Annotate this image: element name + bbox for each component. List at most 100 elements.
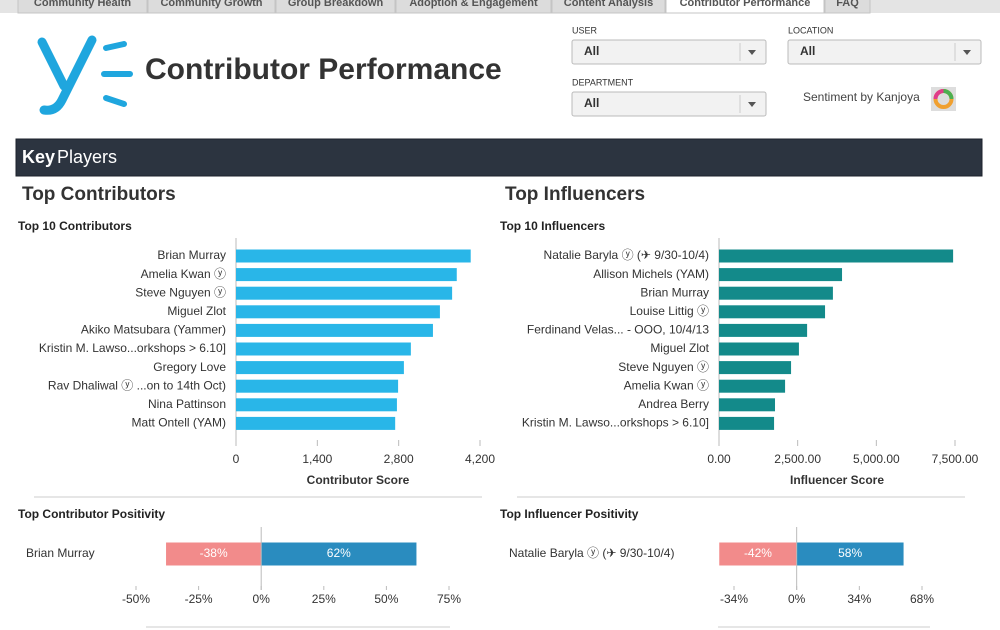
- y-tick-label: Amelia Kwan ⓨ: [141, 267, 226, 281]
- bar: [719, 342, 799, 356]
- bar-segment: [796, 542, 904, 566]
- dropdown-value[interactable]: All: [584, 44, 599, 58]
- tab[interactable]: [147, 0, 276, 14]
- bar: [236, 323, 433, 337]
- bar: [719, 416, 775, 430]
- x-tick-label: 4,200: [465, 452, 495, 466]
- x-tick-label: -34%: [720, 592, 748, 606]
- tab[interactable]: [824, 0, 871, 14]
- y-tick-label: Gregory Love: [153, 360, 226, 374]
- tab-label[interactable]: Contributor Performance: [680, 0, 811, 9]
- dropdown-value[interactable]: All: [800, 44, 815, 58]
- panel-heading: Top Contributors: [22, 184, 176, 205]
- x-tick-label: 68%: [910, 592, 934, 606]
- dropdown[interactable]: [571, 39, 767, 65]
- tab[interactable]: [275, 0, 396, 14]
- filter-label: DEPARTMENT: [572, 77, 634, 87]
- bar: [236, 398, 397, 412]
- dropdown-arrow: [748, 50, 756, 55]
- tab-label[interactable]: Adoption & Engagement: [409, 0, 538, 9]
- sentiment-credit: Sentiment by Kanjoya: [803, 90, 920, 104]
- tab-label[interactable]: Group Breakdown: [288, 0, 384, 9]
- y-tick-label: Akiko Matsubara (Yammer): [81, 323, 226, 337]
- section-title: Key Players: [22, 147, 117, 167]
- chart-title: Top 10 Influencers: [500, 219, 605, 233]
- y-tick-label: Andrea Berry: [638, 397, 709, 411]
- bar-segment: [719, 542, 797, 566]
- bar: [236, 249, 471, 263]
- dropdown-value[interactable]: All: [584, 96, 599, 110]
- tab-label[interactable]: Community Growth: [160, 0, 262, 9]
- x-tick-label: 34%: [847, 592, 871, 606]
- x-tick-label: 0%: [788, 592, 806, 606]
- tab[interactable]: [551, 0, 666, 14]
- y-tick-label: Rav Dhaliwal ⓨ ...on to 14th Oct): [48, 378, 226, 392]
- bar: [236, 305, 440, 319]
- y-tick-label: Brian Murray: [157, 248, 226, 262]
- x-tick-label: 0: [233, 452, 240, 466]
- sentiment-icon: [931, 87, 956, 111]
- y-tick-label: Brian Murray: [640, 285, 709, 299]
- bar: [236, 342, 411, 356]
- bar: [719, 398, 776, 412]
- chart-title: Top Contributor Positivity: [18, 507, 165, 521]
- section-rest: Players: [57, 147, 117, 167]
- bar: [236, 361, 404, 375]
- value-label: -42%: [744, 546, 772, 560]
- bar-segment: [261, 542, 417, 566]
- tab-label[interactable]: Community Health: [34, 0, 131, 9]
- value-label: 62%: [327, 546, 351, 560]
- y-tick-label: Nina Pattinson: [148, 397, 226, 411]
- x-tick-label: 2,500.00: [774, 452, 821, 466]
- x-tick-label: 7,500.00: [932, 452, 979, 466]
- dropdown-arrow: [963, 50, 971, 55]
- page-title: Contributor Performance: [145, 53, 502, 86]
- y-tick-label: Steve Nguyen ⓨ: [618, 360, 709, 374]
- dropdown[interactable]: [787, 39, 982, 65]
- bar: [236, 268, 457, 282]
- panel-heading: Top Influencers: [505, 184, 645, 205]
- x-tick-label: 75%: [437, 592, 461, 606]
- x-tick-label: 0.00: [707, 452, 731, 466]
- x-tick-label: 2,800: [384, 452, 414, 466]
- tab[interactable]: [665, 0, 825, 14]
- bar: [719, 286, 833, 300]
- y-tick-label: Natalie Baryla ⓨ (✈ 9/30-10/4): [509, 546, 674, 560]
- y-tick-label: Allison Michels (YAM): [593, 267, 709, 281]
- y-tick-label: Louise Littig ⓨ: [630, 304, 709, 318]
- chart-title: Top Influencer Positivity: [500, 507, 639, 521]
- tab-label[interactable]: Content Analysis: [564, 0, 653, 9]
- y-tick-label: Amelia Kwan ⓨ: [624, 378, 709, 392]
- section-bold: Key: [22, 147, 55, 167]
- section-band: [15, 138, 983, 177]
- x-tick-label: 25%: [312, 592, 336, 606]
- dropdown[interactable]: [571, 91, 767, 117]
- y-tick-label: Kristin M. Lawso...orkshops > 6.10]: [39, 341, 226, 355]
- x-tick-label: 0%: [253, 592, 271, 606]
- x-tick-label: 5,000.00: [853, 452, 900, 466]
- tab[interactable]: [395, 0, 552, 14]
- x-tick-label: 50%: [374, 592, 398, 606]
- chart-title: Top 10 Contributors: [18, 219, 132, 233]
- bar: [236, 416, 396, 430]
- tab-label[interactable]: FAQ: [836, 0, 859, 9]
- y-tick-label: Matt Ontell (YAM): [132, 416, 226, 430]
- value-label: -38%: [200, 546, 228, 560]
- y-tick-label: Ferdinand Velas... - OOO, 10/4/13: [527, 323, 709, 337]
- y-tick-label: Miguel Zlot: [650, 341, 709, 355]
- x-tick-label: 1,400: [302, 452, 332, 466]
- bar: [236, 286, 453, 300]
- y-tick-label: Miguel Zlot: [167, 304, 226, 318]
- bar: [719, 249, 954, 263]
- bar-segment: [166, 542, 262, 566]
- x-axis-title: Influencer Score: [790, 473, 884, 487]
- bar: [719, 305, 826, 319]
- x-tick-label: -25%: [185, 592, 213, 606]
- dropdown-arrow: [748, 102, 756, 107]
- bar: [719, 268, 843, 282]
- logo: [37, 35, 133, 115]
- y-tick-label: Natalie Baryla ⓨ (✈ 9/30-10/4): [544, 248, 709, 262]
- tab[interactable]: [17, 0, 148, 14]
